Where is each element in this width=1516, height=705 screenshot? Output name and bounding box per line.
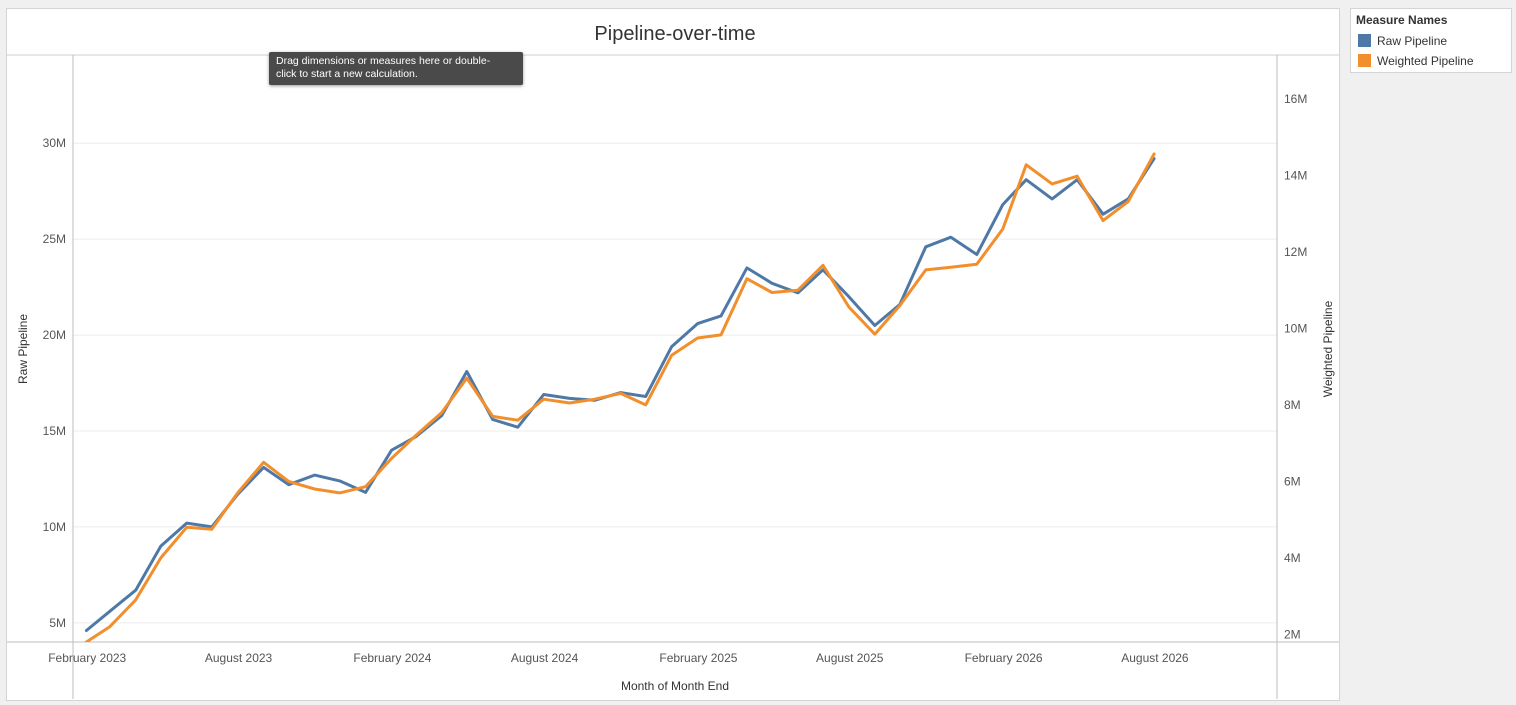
y-tick-label: 30M	[43, 136, 66, 150]
y2-tick-label: 2M	[1284, 627, 1301, 641]
legend-label-raw: Raw Pipeline	[1377, 34, 1448, 48]
y2-tick-label: 6M	[1284, 474, 1301, 488]
y2-tick-label: 14M	[1284, 168, 1307, 182]
x-tick-label: February 2023	[48, 651, 126, 665]
y2-tick-label: 10M	[1284, 321, 1307, 335]
x-tick-label: February 2026	[965, 651, 1043, 665]
x-tick-label: February 2024	[353, 651, 431, 665]
y-tick-label: 25M	[43, 232, 66, 246]
y-tick-label: 20M	[43, 328, 66, 342]
x-tick-label: August 2026	[1121, 651, 1189, 665]
y-tick-label: 15M	[43, 424, 66, 438]
tooltip-line-2: click to start a new calculation.	[276, 68, 418, 80]
chart-panel: Pipeline-over-time 5M 10M 15M 20M 25M 30M 2M 4…	[6, 8, 1340, 701]
y2-tick-label: 12M	[1284, 245, 1307, 259]
weighted-pipeline-line	[84, 152, 1156, 642]
legend-title: Measure Names	[1356, 13, 1448, 27]
legend-swatch-raw	[1358, 34, 1371, 47]
x-tick-label: August 2023	[205, 651, 273, 665]
legend-swatch-weighted	[1358, 54, 1371, 67]
chart-svg: Pipeline-over-time 5M 10M 15M 20M 25M 30M 2M 4…	[7, 23, 1339, 699]
legend: Measure Names Raw Pipeline Weighted Pipe…	[1350, 8, 1512, 73]
legend-item-raw-pipeline[interactable]: Raw Pipeline	[1358, 34, 1447, 48]
legend-item-weighted-pipeline[interactable]: Weighted Pipeline	[1358, 54, 1474, 68]
y2-tick-label: 8M	[1284, 398, 1301, 412]
x-tick-label: February 2025	[659, 651, 737, 665]
x-tick-label: August 2024	[511, 651, 579, 665]
y2-tick-label: 16M	[1284, 92, 1307, 106]
y-axis-label: Raw Pipeline	[16, 314, 30, 384]
x-axis-label: Month of Month End	[621, 679, 729, 693]
y2-tick-label: 4M	[1284, 551, 1301, 565]
drop-zone-tooltip: Drag dimensions or measures here or doub…	[269, 52, 523, 85]
y-tick-label: 5M	[49, 616, 66, 630]
x-tick-label: August 2025	[816, 651, 884, 665]
y2-axis-label: Weighted Pipeline	[1321, 300, 1335, 397]
legend-label-weighted: Weighted Pipeline	[1377, 54, 1474, 68]
chart-title: Pipeline-over-time	[594, 23, 755, 45]
tooltip-line-1: Drag dimensions or measures here or doub…	[276, 55, 491, 67]
y-tick-label: 10M	[43, 520, 66, 534]
